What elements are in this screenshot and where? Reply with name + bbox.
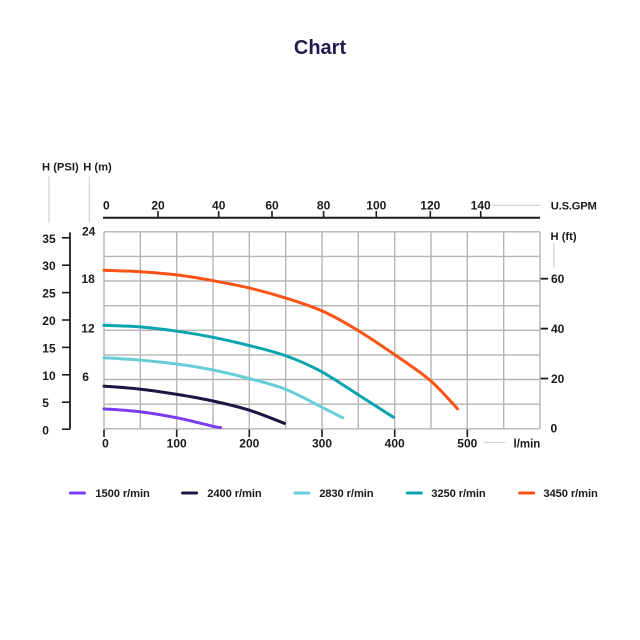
svg-text:100: 100 <box>366 199 386 213</box>
svg-text:25: 25 <box>42 287 56 301</box>
svg-text:15: 15 <box>42 341 56 355</box>
svg-text:24: 24 <box>82 225 96 239</box>
svg-text:1500 r/min: 1500 r/min <box>95 488 150 500</box>
svg-text:20: 20 <box>42 314 56 328</box>
svg-text:Chart: Chart <box>294 37 347 59</box>
svg-text:120: 120 <box>420 199 440 213</box>
svg-text:35: 35 <box>42 232 56 246</box>
svg-text:0: 0 <box>102 436 109 450</box>
svg-text:100: 100 <box>167 436 187 450</box>
svg-text:20: 20 <box>551 372 565 386</box>
svg-text:0: 0 <box>103 199 110 213</box>
svg-text:60: 60 <box>551 272 565 286</box>
svg-text:6: 6 <box>82 370 89 384</box>
svg-text:40: 40 <box>551 322 565 336</box>
svg-text:400: 400 <box>385 436 405 450</box>
svg-text:80: 80 <box>317 199 331 213</box>
svg-text:0: 0 <box>42 424 49 438</box>
svg-text:2400 r/min: 2400 r/min <box>207 488 262 500</box>
svg-text:H (PSI): H (PSI) <box>42 162 79 174</box>
svg-text:30: 30 <box>42 259 56 273</box>
svg-text:H (m): H (m) <box>83 162 112 174</box>
svg-text:40: 40 <box>212 199 226 213</box>
svg-text:12: 12 <box>81 322 95 336</box>
svg-text:18: 18 <box>82 272 96 286</box>
svg-text:l/min: l/min <box>514 439 541 451</box>
svg-text:3250 r/min: 3250 r/min <box>431 488 486 500</box>
svg-text:2830 r/min: 2830 r/min <box>319 488 374 500</box>
svg-text:0: 0 <box>551 422 558 436</box>
svg-text:500: 500 <box>457 436 477 450</box>
svg-text:10: 10 <box>42 369 56 383</box>
svg-text:140: 140 <box>471 199 491 213</box>
svg-text:3450 r/min: 3450 r/min <box>543 488 598 500</box>
svg-text:5: 5 <box>42 396 49 410</box>
svg-text:300: 300 <box>312 436 332 450</box>
svg-text:20: 20 <box>151 199 165 213</box>
svg-text:H (ft): H (ft) <box>551 231 577 243</box>
svg-text:U.S.GPM: U.S.GPM <box>551 200 597 212</box>
svg-text:200: 200 <box>239 436 259 450</box>
svg-text:60: 60 <box>265 199 279 213</box>
